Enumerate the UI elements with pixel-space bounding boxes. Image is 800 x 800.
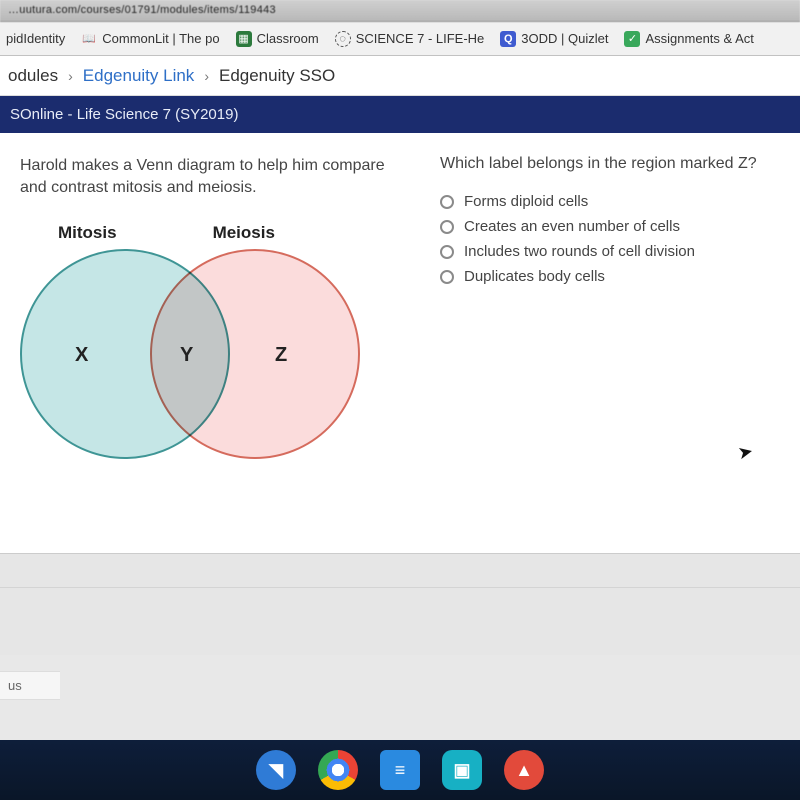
course-banner: SOnline - Life Science 7 (SY2019) — [0, 96, 800, 133]
option-label: Creates an even number of cells — [464, 218, 680, 235]
option-row[interactable]: Forms diploid cells — [440, 193, 790, 210]
bookmark-label: pidIdentity — [6, 31, 65, 46]
activity-footer — [0, 553, 800, 587]
docs-icon[interactable]: ≡ — [380, 750, 420, 790]
venn-left-label: Mitosis — [58, 223, 117, 243]
chrome-icon[interactable] — [318, 750, 358, 790]
prompt-text: Harold makes a Venn diagram to help him … — [20, 155, 390, 199]
radio-icon[interactable] — [440, 220, 454, 234]
option-row[interactable]: Includes two rounds of cell division — [440, 243, 790, 260]
quizlet-icon: Q — [500, 31, 516, 47]
bookmark-item[interactable]: Q 3ODD | Quizlet — [500, 31, 608, 47]
photos-icon[interactable]: ▲ — [504, 750, 544, 790]
bookmark-item[interactable]: pidIdentity — [6, 31, 65, 46]
venn-diagram: X Y Z — [20, 249, 380, 509]
option-label: Includes two rounds of cell division — [464, 243, 695, 260]
breadcrumb-link[interactable]: Edgenuity Link — [83, 66, 195, 86]
venn-region-z: Z — [275, 344, 287, 367]
side-stub-label: us — [8, 678, 22, 693]
bookmark-label: CommonLit | The po — [102, 31, 219, 46]
app-glyph: ▣ — [453, 760, 470, 781]
app-glyph: ▲ — [515, 760, 533, 781]
science-icon: ◌ — [335, 31, 351, 47]
bookmark-label: 3ODD | Quizlet — [521, 31, 608, 46]
side-stub: us — [0, 671, 60, 700]
bookmark-item[interactable]: ✓ Assignments & Act — [624, 31, 753, 47]
breadcrumb: odules › Edgenuity Link › Edgenuity SSO — [0, 56, 800, 96]
app-glyph: ≡ — [395, 760, 406, 781]
breadcrumb-item: Edgenuity SSO — [219, 66, 335, 86]
app-glyph: ◥ — [269, 760, 283, 781]
option-label: Duplicates body cells — [464, 268, 605, 285]
radio-icon[interactable] — [440, 270, 454, 284]
chevron-right-icon: › — [204, 68, 209, 84]
question-text: Which label belongs in the region marked… — [440, 155, 790, 173]
option-label: Forms diploid cells — [464, 193, 588, 210]
venn-right-label: Meiosis — [213, 223, 275, 243]
question-pane: Harold makes a Venn diagram to help him … — [0, 133, 800, 553]
bookmark-item[interactable]: 📖 CommonLit | The po — [81, 31, 219, 47]
classroom-icon: ▦ — [236, 31, 252, 47]
option-row[interactable]: Duplicates body cells — [440, 268, 790, 285]
bookmark-label: SCIENCE 7 - LIFE-He — [356, 31, 485, 46]
venn-region-x: X — [75, 344, 88, 367]
question-column: Which label belongs in the region marked… — [440, 155, 790, 293]
page-spacer — [0, 587, 800, 655]
bookmark-label: Assignments & Act — [645, 31, 753, 46]
bookmark-label: Classroom — [257, 31, 319, 46]
radio-icon[interactable] — [440, 245, 454, 259]
radio-icon[interactable] — [440, 195, 454, 209]
url-bar: …uutura.com/courses/01791/modules/items/… — [0, 0, 800, 22]
url-fragment: …uutura.com/courses/01791/modules/items/… — [8, 4, 276, 16]
chevron-right-icon: › — [68, 68, 73, 84]
taskbar-app-icon[interactable]: ◥ — [256, 750, 296, 790]
option-row[interactable]: Creates an even number of cells — [440, 218, 790, 235]
breadcrumb-item: odules — [8, 66, 58, 86]
check-icon: ✓ — [624, 31, 640, 47]
course-title: SOnline - Life Science 7 (SY2019) — [10, 106, 238, 123]
bookmark-item[interactable]: ◌ SCIENCE 7 - LIFE-He — [335, 31, 485, 47]
bookmarks-bar: pidIdentity 📖 CommonLit | The po ▦ Class… — [0, 22, 800, 56]
venn-region-y: Y — [180, 344, 193, 367]
book-icon: 📖 — [81, 31, 97, 47]
taskbar: ◥ ≡ ▣ ▲ — [0, 740, 800, 800]
bookmark-item[interactable]: ▦ Classroom — [236, 31, 319, 47]
options-list: Forms diploid cells Creates an even numb… — [440, 193, 790, 285]
files-icon[interactable]: ▣ — [442, 750, 482, 790]
